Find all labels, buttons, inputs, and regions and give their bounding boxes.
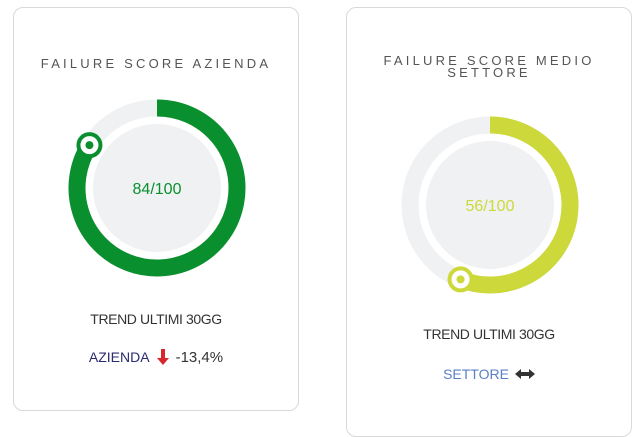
- card: FAILURE SCORE MEDIO SETTORE 56/100 TREND…: [346, 7, 632, 437]
- trend-label: TREND ULTIMI 30GG: [90, 311, 222, 327]
- trend-subject: AZIENDA: [88, 349, 150, 365]
- gauge-arc: [457, 116, 579, 294]
- gauge-center: [93, 124, 221, 252]
- gauge-label: 84/100: [133, 181, 182, 198]
- card-title: FAILURE SCORE AZIENDA: [40, 56, 272, 71]
- card-title: FAILURE SCORE MEDIO SETTORE: [383, 53, 595, 80]
- gauge-arc: [68, 99, 246, 277]
- trend-subject: SETTORE: [443, 366, 509, 382]
- down-arrow-icon: [156, 349, 169, 365]
- gauge-center: [426, 141, 554, 269]
- page: FAILURE SCORE AZIENDA 84/100 TREND ULTIM…: [13, 7, 632, 437]
- trend-row: SETTORE: [347, 366, 631, 382]
- trend-label: TREND ULTIMI 30GG: [423, 326, 555, 342]
- gauge-marker-dot: [85, 141, 94, 150]
- gauge: 56/100: [401, 116, 579, 294]
- gauge: 84/100: [68, 99, 246, 277]
- card: FAILURE SCORE AZIENDA 84/100 TREND ULTIM…: [13, 7, 299, 411]
- gauge-label: 56/100: [466, 198, 515, 215]
- trend-value: -13,4%: [175, 348, 224, 366]
- flat-arrow-icon: [514, 369, 535, 379]
- gauge-marker-dot: [456, 275, 465, 284]
- trend-row: AZIENDA -13,4%: [14, 348, 298, 366]
